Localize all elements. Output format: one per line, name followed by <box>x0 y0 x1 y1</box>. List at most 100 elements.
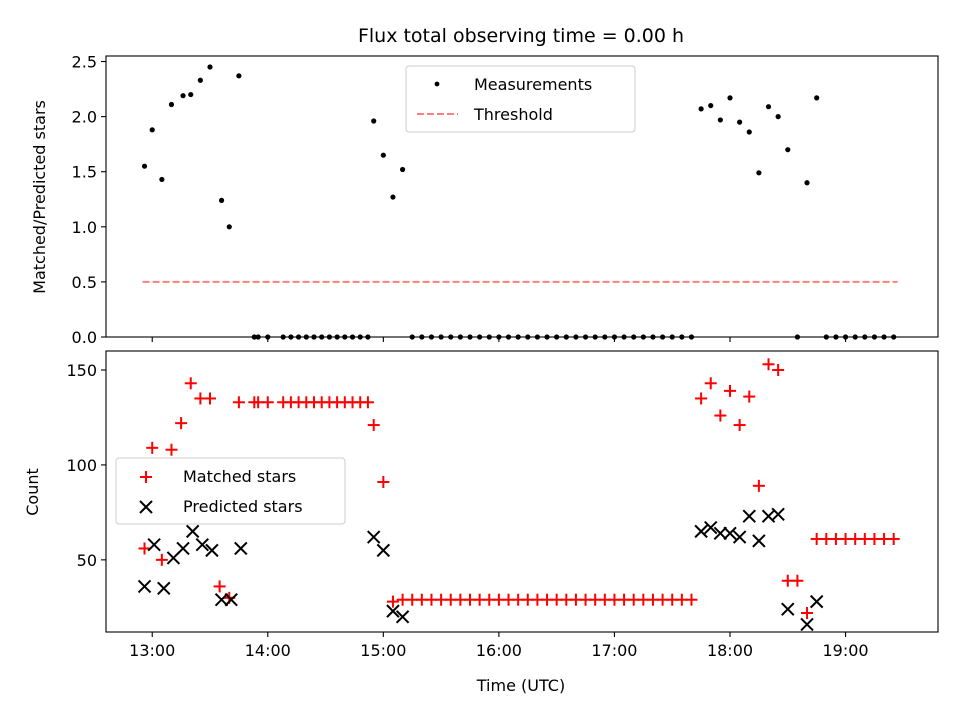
legend-predicted-marker <box>139 500 153 514</box>
measurement-point <box>765 104 772 110</box>
matched-star-point <box>685 593 698 606</box>
matched-star-point <box>261 396 274 409</box>
bottom-x-tick-label: 17:00 <box>591 641 637 660</box>
measurement-point <box>207 64 213 70</box>
bottom-y-tick-label: 150 <box>66 361 97 380</box>
top-y-tick-label: 1.0 <box>72 218 97 237</box>
matched-star-point <box>367 419 380 432</box>
predicted-star-point <box>157 581 171 596</box>
legend-threshold-label: Threshold <box>473 105 553 124</box>
bottom-panel: 13:00 14:00 15:00 16:00 17:00 18:00 19:00 50 10… <box>23 350 939 695</box>
predicted-star-point <box>386 604 400 618</box>
predicted-star-point <box>224 593 238 607</box>
matched-star-point <box>762 358 775 371</box>
matched-star-point <box>791 574 804 587</box>
measurement-point <box>180 93 186 99</box>
legend-measurements-label: Measurements <box>474 75 592 94</box>
matched-star-point <box>743 390 756 403</box>
matched-star-point <box>752 479 765 492</box>
bottom-y-tick-label: 100 <box>66 456 97 475</box>
top-plot-frame <box>105 55 939 338</box>
measurement-point <box>168 101 175 108</box>
predicted-star-point <box>214 593 229 607</box>
predicted-star-point <box>185 524 200 539</box>
matched-star-point <box>361 396 374 409</box>
measurement-point <box>218 197 225 203</box>
legend-measurements-marker <box>434 81 440 87</box>
measurement-point <box>737 119 743 125</box>
matched-star-point <box>801 607 814 620</box>
predicted-star-point <box>195 537 210 552</box>
measurement-point <box>371 118 377 124</box>
matched-star-point <box>204 392 216 405</box>
bottom-legend: Matched stars Predicted stars <box>115 457 346 525</box>
predicted-star-point <box>723 526 737 540</box>
matched-star-point <box>695 392 708 405</box>
measurement-point <box>756 170 762 176</box>
top-panel: 0.0 0.5 1.0 1.5 2.0 2.5 Matched/Predicted sta… <box>30 53 939 347</box>
legend-matched-label: Matched stars <box>183 467 296 486</box>
measurement-point <box>159 176 165 183</box>
bottom-y-axis-label: Count <box>23 468 42 516</box>
predicted-star-point <box>694 524 708 539</box>
top-y-tick-label: 0.0 <box>72 328 97 347</box>
bottom-x-tick-label: 13:00 <box>129 641 175 660</box>
measurement-point <box>149 127 155 133</box>
matched-star-point <box>232 396 245 409</box>
matched-star-point <box>175 417 188 430</box>
bottom-x-tick-label: 19:00 <box>823 641 869 660</box>
matched-star-point <box>155 553 168 566</box>
matched-star-point <box>184 377 197 390</box>
matched-star-point <box>714 409 727 422</box>
predicted-star-point <box>742 509 756 523</box>
matched-star-point <box>165 443 178 456</box>
predicted-star-point <box>713 526 728 540</box>
predicted-star-point <box>205 543 219 558</box>
bottom-x-tick-label: 14:00 <box>245 641 291 660</box>
measurement-point <box>785 147 791 153</box>
bottom-x-axis-label: Time (UTC) <box>476 676 565 695</box>
bottom-plot-frame <box>105 350 939 633</box>
predicted-star-point <box>376 543 391 558</box>
matched-star-point <box>386 595 399 608</box>
measurement-point <box>226 224 232 230</box>
top-y-tick-label: 1.5 <box>72 163 97 182</box>
predicted-star-point <box>781 602 795 616</box>
measurement-point <box>380 152 386 158</box>
predicted-star-point <box>800 617 814 632</box>
measurement-point <box>399 166 406 173</box>
measurement-point <box>390 194 396 200</box>
legend-matched-marker <box>140 471 152 483</box>
top-y-tick-label: 2.5 <box>72 53 97 72</box>
measurement-point <box>775 114 781 120</box>
matched-star-point <box>377 476 390 489</box>
predicted-star-point <box>137 579 152 594</box>
top-legend: Measurements Threshold <box>405 65 636 133</box>
predicted-star-point <box>234 541 248 556</box>
predicted-star-point <box>395 610 410 624</box>
measurement-point <box>236 73 242 79</box>
predicted-star-point <box>704 520 718 535</box>
matched-star-point <box>724 384 736 397</box>
measurement-point <box>141 163 148 169</box>
top-y-tick-label: 2.0 <box>72 108 97 127</box>
matched-star-point <box>146 441 159 454</box>
matched-star-point <box>704 377 717 390</box>
matched-star-point <box>733 419 746 432</box>
predicted-star-point <box>176 541 190 556</box>
measurement-point <box>698 106 704 112</box>
matched-star-point <box>138 542 151 555</box>
bottom-x-tick-label: 18:00 <box>707 641 753 660</box>
top-chart-title: Flux total observing time = 0.00 h <box>358 25 684 47</box>
measurement-point <box>188 91 194 98</box>
top-y-tick-label: 0.5 <box>72 273 97 292</box>
measurement-point <box>814 95 820 101</box>
legend-predicted-label: Predicted stars <box>183 497 303 516</box>
measurement-point <box>804 180 810 186</box>
measurement-point <box>746 129 752 135</box>
bottom-y-tick-label: 50 <box>77 551 97 570</box>
matched-star-point <box>772 363 785 376</box>
predicted-star-point <box>809 594 824 609</box>
top-y-axis-label: Matched/Predicted stars <box>30 100 49 294</box>
